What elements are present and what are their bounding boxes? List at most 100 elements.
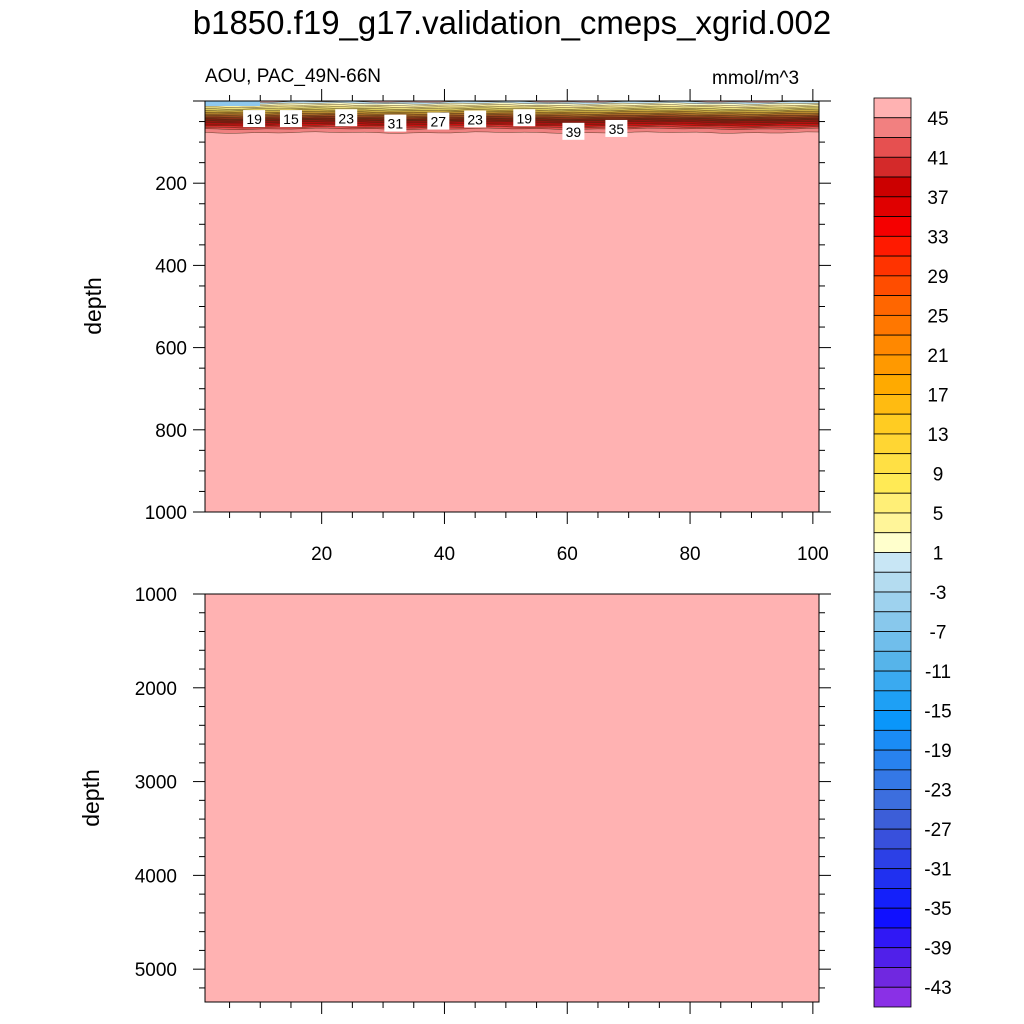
panel-left-label: AOU, PAC_49N-66N — [205, 66, 381, 87]
colorbar-swatch — [873, 216, 912, 237]
colorbar-swatch — [873, 117, 912, 138]
y-tick-label: 4000 — [135, 866, 177, 887]
colorbar-label: -23 — [924, 781, 951, 802]
colorbar-label: 17 — [927, 385, 948, 406]
colorbar-swatch — [873, 473, 912, 494]
contour-label-box — [243, 110, 266, 128]
colorbar-label: 41 — [927, 148, 948, 169]
colorbar-swatch — [873, 888, 912, 909]
colorbar-label: -19 — [924, 741, 951, 762]
colorbar-swatch — [873, 868, 912, 889]
contour-label-box — [427, 112, 450, 130]
colorbar-swatch — [873, 433, 912, 455]
colorbar-swatch — [873, 137, 912, 158]
colorbar-swatch — [873, 729, 912, 751]
contour-label-box — [464, 110, 487, 128]
colorbar-swatch — [873, 927, 912, 949]
colorbar-swatch — [873, 394, 912, 415]
y-tick-label: 1000 — [135, 585, 177, 606]
colorbar-label: -15 — [924, 702, 951, 723]
colorbar-swatch — [873, 650, 912, 672]
colorbar-swatch — [873, 255, 912, 277]
colorbar-swatch — [873, 690, 912, 711]
colorbar-swatch — [873, 196, 912, 217]
colorbar-swatch — [873, 808, 912, 830]
colorbar-swatch — [873, 354, 912, 376]
x-tick-label: 40 — [434, 544, 455, 565]
colorbar-swatch — [873, 275, 912, 297]
contour-label: 35 — [609, 121, 625, 137]
colorbar-label: -3 — [930, 583, 947, 604]
x-tick-label: 100 — [797, 544, 829, 565]
contour-label-box — [562, 122, 585, 140]
y-tick-label: 3000 — [135, 773, 177, 794]
colorbar-label: 45 — [927, 109, 948, 130]
colorbar-label: 1 — [933, 544, 944, 565]
surface-contour-band — [205, 127, 819, 134]
colorbar-swatch — [873, 848, 912, 870]
y-axis-label: depth — [80, 277, 106, 335]
colorbar-label: -31 — [924, 860, 951, 881]
colorbar-swatch — [873, 97, 912, 119]
colorbar-swatch — [873, 947, 912, 968]
colorbar-label: 5 — [933, 504, 944, 525]
colorbar-label: -11 — [925, 662, 951, 683]
upper-panel: 19 15 23 31 27 23 19 39 35 200 400 600 800 1000 20 40 60… — [80, 89, 831, 565]
contour-label: 15 — [283, 111, 299, 127]
colorbar-label: -27 — [924, 820, 951, 841]
colorbar-swatch — [873, 907, 912, 929]
colorbar-label: 25 — [927, 306, 948, 327]
colorbar-swatch — [873, 591, 912, 613]
surface-blue-patch — [205, 101, 260, 106]
colorbar-swatch — [873, 235, 912, 257]
contour-label-box — [605, 119, 628, 137]
contour-label: 19 — [246, 111, 262, 127]
colorbar-swatch — [873, 314, 912, 336]
y-tick-label: 200 — [155, 174, 187, 195]
contour-label: 19 — [516, 110, 532, 126]
lower-panel: 1000 2000 3000 4000 5000 depth — [78, 585, 831, 1014]
colorbar-swatch — [873, 571, 912, 593]
y-tick-label: 400 — [155, 256, 187, 277]
colorbar-swatch — [873, 670, 912, 692]
colorbar-swatch — [873, 769, 912, 791]
colorbar-label: -43 — [924, 978, 951, 999]
colorbar-swatch — [873, 552, 912, 573]
x-tick-label: 60 — [557, 544, 578, 565]
colorbar-swatch — [873, 631, 912, 652]
chart-title: b1850.f19_g17.validation_cmeps_xgrid.002 — [192, 4, 832, 41]
contour-label: 23 — [338, 110, 354, 126]
y-tick-label: 600 — [155, 339, 187, 360]
colorbar-label: 9 — [933, 464, 944, 485]
y-axis-label: depth — [78, 769, 104, 827]
contour-label: 27 — [431, 114, 447, 130]
x-tick-label: 20 — [311, 544, 332, 565]
lower-field — [204, 593, 820, 1003]
y-tick-label: 800 — [155, 421, 187, 442]
colorbar: 45 41 37 33 29 25 21 17 13 9 5 1 -3 -7 -11 -15 -19 -23 -27… — [873, 97, 952, 1008]
colorbar-swatch — [873, 176, 912, 198]
panel-units-label: mmol/m^3 — [712, 68, 800, 89]
colorbar-swatch — [873, 512, 912, 534]
contour-label-box — [335, 109, 358, 127]
colorbar-swatch — [873, 295, 912, 316]
contour-label: 31 — [388, 116, 404, 132]
colorbar-label: 21 — [927, 346, 948, 367]
colorbar-label: 33 — [927, 227, 948, 248]
colorbar-label: 13 — [927, 425, 948, 446]
y-tick-label: 5000 — [135, 960, 177, 981]
colorbar-swatch — [873, 749, 912, 771]
field-background — [205, 101, 819, 512]
surface-band — [205, 101, 819, 134]
colorbar-swatch — [873, 967, 912, 988]
contour-label: 23 — [467, 111, 483, 127]
contour-label: 39 — [566, 124, 582, 140]
y-tick-label: 2000 — [135, 679, 177, 700]
y-tick-label: 1000 — [145, 503, 187, 524]
x-tick-label: 80 — [679, 544, 700, 565]
colorbar-swatch — [873, 334, 912, 356]
colorbar-swatch — [873, 789, 912, 810]
colorbar-label: -39 — [924, 939, 951, 960]
contour-label-box — [279, 110, 302, 128]
